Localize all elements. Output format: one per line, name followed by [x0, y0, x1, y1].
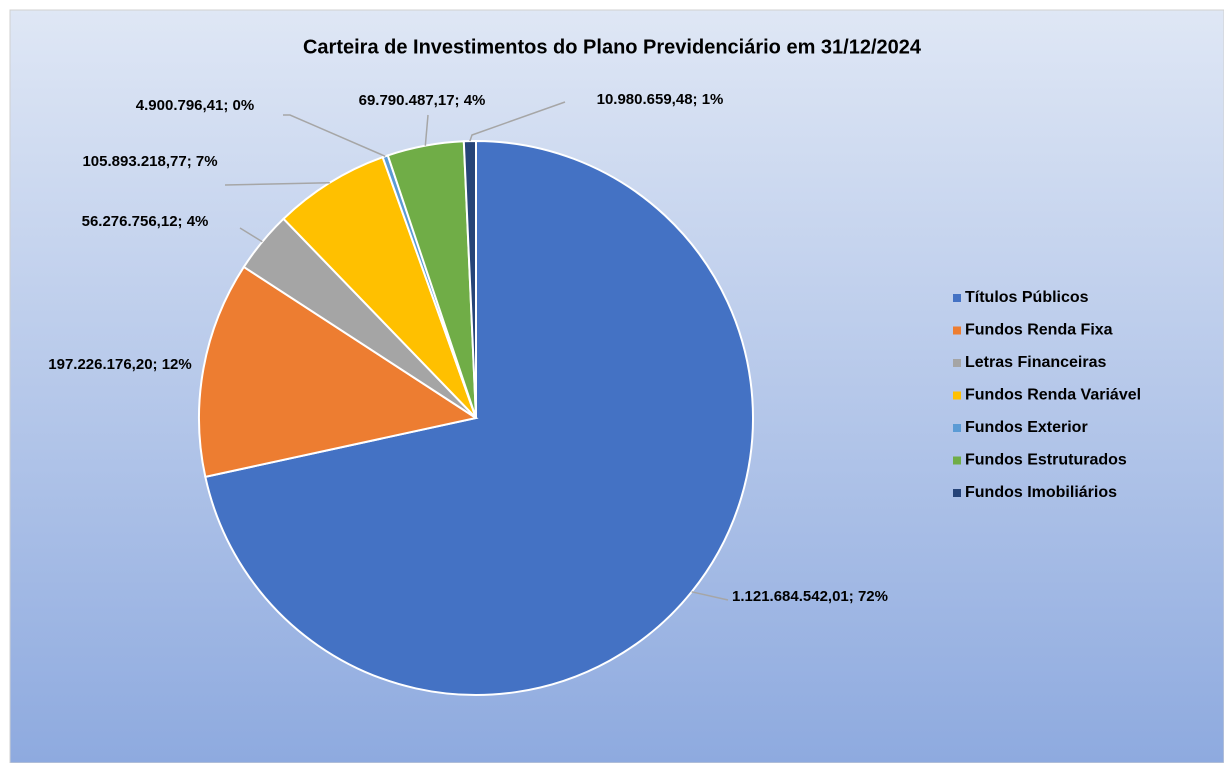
data-label: 197.226.176,20; 12% [48, 356, 191, 373]
leader-line [691, 591, 729, 601]
data-label: 105.893.218,77; 7% [82, 153, 217, 170]
legend-swatch [953, 456, 961, 465]
data-label: 4.900.796,41; 0% [136, 97, 254, 114]
chart-title: Carteira de Investimentos do Plano Previ… [303, 36, 922, 58]
pie-slice [462, 139, 477, 419]
pie-slice [282, 155, 477, 419]
legend-label: Fundos Imobiliários [965, 484, 1117, 501]
legend-label: Fundos Renda Variável [965, 387, 1141, 404]
legend-label: Letras Financeiras [965, 354, 1107, 371]
data-label: 69.790.487,17; 4% [359, 92, 486, 109]
leader-line [239, 227, 263, 243]
legend-swatch [953, 424, 961, 432]
data-label: 10.980.659,48; 1% [597, 91, 724, 108]
pie-slice [198, 265, 479, 479]
leader-line [424, 114, 429, 146]
legend-label: Fundos Renda Fixa [965, 322, 1113, 339]
data-label: 1.121.684.542,01; 72% [732, 588, 888, 605]
leader-line [224, 181, 330, 186]
legend-swatch [953, 489, 961, 497]
data-label: 56.276.756,12; 4% [82, 213, 209, 230]
legend-swatch [953, 359, 961, 367]
legend-swatch [953, 391, 961, 400]
legend-swatch [953, 326, 961, 335]
legend-label: Títulos Públicos [965, 289, 1089, 306]
leader-line [283, 114, 386, 157]
legend-label: Fundos Estruturados [965, 452, 1127, 469]
leader-line [469, 101, 566, 142]
legend-swatch [953, 294, 961, 302]
legend-label: Fundos Exterior [965, 419, 1088, 436]
